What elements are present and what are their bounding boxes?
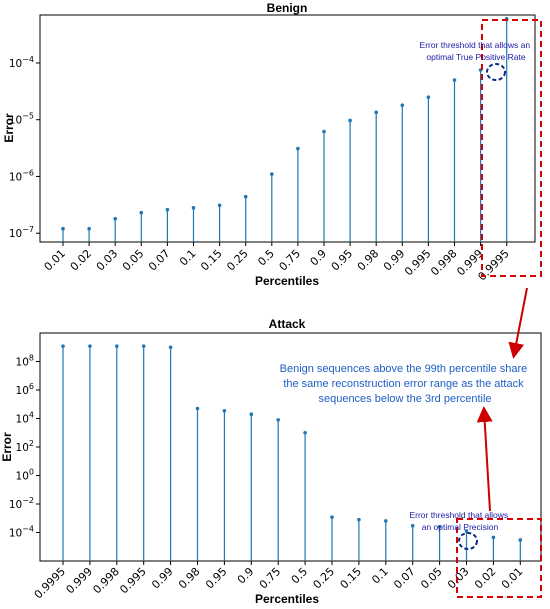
x-tick-label: 0.02	[472, 565, 499, 592]
y-tick-label: 10−7	[9, 225, 34, 240]
data-point	[141, 344, 146, 348]
data-point	[195, 406, 200, 411]
data-point	[217, 203, 222, 208]
x-tick-label: 0.75	[257, 565, 284, 592]
data-point	[491, 535, 496, 540]
data-point	[88, 344, 92, 348]
x-tick-label: 0.03	[94, 247, 121, 274]
callout-text: Benign sequences above the 99th percenti…	[280, 363, 531, 405]
data-point	[87, 226, 91, 231]
arrow-from-benign	[508, 287, 528, 359]
x-tick-label: 0.01	[42, 247, 69, 274]
x-axis-label: Percentiles	[255, 274, 319, 288]
arrow-from-attack	[476, 406, 493, 512]
y-tick-label: 10−4	[9, 525, 34, 540]
data-point	[426, 95, 431, 99]
x-tick-label: 0.998	[428, 247, 459, 278]
x-axis-label: Percentiles	[255, 592, 319, 606]
y-axis-label: Error	[0, 432, 14, 462]
x-tick-label: 0.95	[203, 565, 230, 592]
data-point	[400, 103, 405, 108]
x-tick-label: 0.95	[329, 247, 356, 274]
highlight-box-benign	[481, 19, 542, 277]
threshold-circle-attack	[458, 532, 478, 550]
x-tick-label: 0.998	[90, 565, 121, 596]
data-point	[518, 538, 523, 542]
x-tick-label: 0.1	[177, 247, 199, 269]
y-tick-label: 10−6	[9, 168, 34, 183]
data-point	[191, 206, 196, 210]
x-tick-label: 0.25	[224, 247, 251, 274]
y-tick-label: 102	[16, 439, 34, 454]
data-point	[348, 118, 352, 123]
y-tick-label: 10−5	[9, 112, 34, 127]
y-axis-label: Error	[2, 113, 16, 143]
x-tick-label: 0.995	[117, 565, 148, 596]
data-point	[322, 129, 326, 134]
x-tick-label: 0.07	[391, 565, 418, 592]
highlight-box-attack	[456, 518, 542, 598]
data-point	[168, 345, 173, 350]
x-tick-label: 0.15	[338, 565, 365, 592]
chart-title: Attack	[269, 317, 306, 331]
data-point	[374, 110, 379, 115]
data-point	[270, 172, 274, 176]
data-point	[61, 344, 65, 348]
x-tick-label: 0.9	[308, 247, 330, 269]
data-point	[437, 525, 442, 529]
data-point	[222, 408, 227, 413]
data-point	[410, 523, 415, 528]
threshold-circle-benign	[486, 63, 506, 81]
data-point	[452, 78, 457, 82]
x-tick-label: 0.999	[64, 565, 95, 596]
y-tick-label: 100	[16, 468, 34, 483]
data-point	[303, 430, 307, 435]
data-point	[243, 194, 248, 199]
x-tick-label: 0.5	[255, 247, 277, 269]
data-point	[113, 216, 117, 221]
chart-title: Benign	[267, 1, 308, 15]
data-point	[296, 146, 300, 151]
x-tick-label: 0.995	[402, 247, 433, 278]
data-point	[330, 515, 334, 519]
x-tick-label: 0.25	[311, 565, 338, 592]
x-tick-label: 0.9995	[32, 565, 68, 601]
x-tick-label: 0.02	[68, 247, 95, 274]
data-point	[165, 207, 170, 212]
plot-frame	[39, 14, 536, 243]
data-point	[384, 519, 388, 523]
x-tick-label: 0.5	[289, 565, 311, 587]
x-tick-label: 0.01	[499, 565, 526, 592]
y-tick-label: 108	[16, 354, 34, 369]
x-tick-label: 0.05	[120, 247, 147, 274]
y-tick-label: 106	[16, 382, 34, 397]
data-point	[139, 210, 144, 215]
data-point	[357, 517, 361, 522]
data-point	[276, 418, 281, 422]
x-tick-label: 0.1	[369, 565, 391, 587]
annotation-attack: Error threshold that allows an optimal P…	[409, 510, 510, 532]
x-tick-label: 0.15	[198, 247, 225, 274]
data-point	[115, 344, 119, 348]
x-tick-label: 0.99	[149, 565, 176, 592]
data-point	[61, 226, 65, 231]
x-tick-label: 0.9	[235, 565, 257, 587]
y-tick-label: 104	[16, 411, 34, 426]
y-tick-label: 10−2	[9, 496, 34, 511]
x-tick-label: 0.75	[277, 247, 304, 274]
data-point	[249, 412, 254, 417]
data-point	[464, 529, 469, 533]
x-tick-label: 0.05	[418, 565, 445, 592]
x-tick-label: 0.03	[445, 565, 472, 592]
x-tick-label: 0.98	[355, 247, 382, 274]
x-tick-label: 0.98	[176, 565, 203, 592]
attack-chart: Attack Error Percentiles 10−4 10−2 100 102 1…	[0, 317, 542, 606]
annotation-benign: Error threshold that allows an optimal T…	[420, 40, 533, 62]
y-tick-label: 10−4	[9, 55, 34, 70]
x-tick-label: 0.07	[146, 247, 173, 274]
